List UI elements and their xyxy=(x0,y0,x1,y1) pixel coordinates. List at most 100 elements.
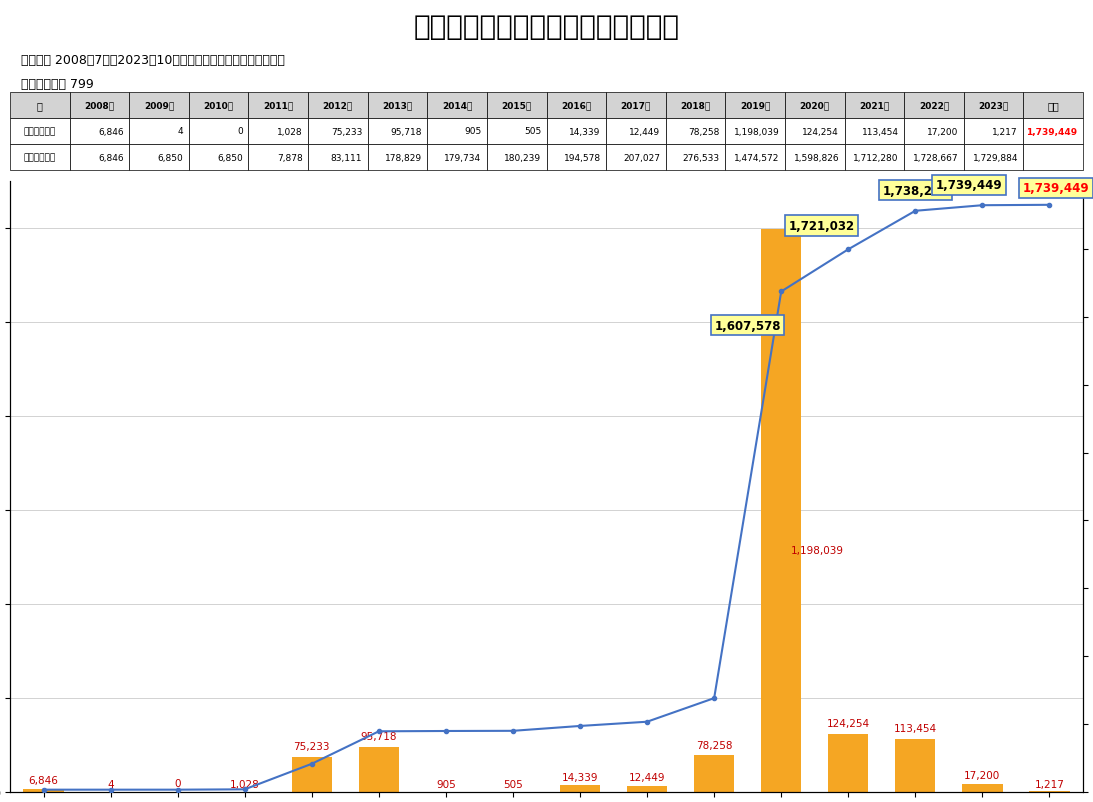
Text: 1,474,572: 1,474,572 xyxy=(734,153,779,162)
FancyBboxPatch shape xyxy=(248,145,308,171)
Text: 2022年: 2022年 xyxy=(919,101,949,111)
Text: 12,449: 12,449 xyxy=(628,772,666,783)
FancyBboxPatch shape xyxy=(248,93,308,119)
Text: 1,607,578: 1,607,578 xyxy=(715,319,780,333)
Text: 1,217: 1,217 xyxy=(1035,779,1065,788)
Bar xyxy=(627,786,667,792)
Text: 0: 0 xyxy=(237,128,243,136)
FancyBboxPatch shape xyxy=(1023,119,1083,145)
Text: 1,598,826: 1,598,826 xyxy=(794,153,839,162)
Text: 対象大学数： 799: 対象大学数： 799 xyxy=(21,78,94,91)
Text: 17,200: 17,200 xyxy=(927,128,959,136)
FancyBboxPatch shape xyxy=(546,93,607,119)
Text: 合計: 合計 xyxy=(1047,101,1059,111)
Text: 2017年: 2017年 xyxy=(621,101,651,111)
Text: 2023年: 2023年 xyxy=(978,101,1009,111)
Text: 17,200: 17,200 xyxy=(964,770,1000,780)
Text: 14,339: 14,339 xyxy=(569,128,601,136)
Text: 6,846: 6,846 xyxy=(98,128,124,136)
FancyBboxPatch shape xyxy=(70,93,129,119)
Text: 83,111: 83,111 xyxy=(331,153,362,162)
FancyBboxPatch shape xyxy=(607,145,666,171)
FancyBboxPatch shape xyxy=(486,145,546,171)
Bar xyxy=(292,757,332,792)
Bar xyxy=(828,734,869,792)
FancyBboxPatch shape xyxy=(845,119,904,145)
Text: 505: 505 xyxy=(524,128,541,136)
Text: 1,217: 1,217 xyxy=(992,128,1018,136)
FancyBboxPatch shape xyxy=(70,119,129,145)
Text: 113,454: 113,454 xyxy=(861,128,898,136)
FancyBboxPatch shape xyxy=(486,93,546,119)
Text: 178,829: 178,829 xyxy=(385,153,422,162)
Bar xyxy=(694,755,734,792)
Text: 2011年: 2011年 xyxy=(263,101,293,111)
FancyBboxPatch shape xyxy=(964,93,1023,119)
Text: 2020年: 2020年 xyxy=(800,101,830,111)
FancyBboxPatch shape xyxy=(845,145,904,171)
FancyBboxPatch shape xyxy=(964,119,1023,145)
Text: 1,739,449: 1,739,449 xyxy=(936,179,1002,192)
FancyBboxPatch shape xyxy=(10,119,70,145)
FancyBboxPatch shape xyxy=(785,119,845,145)
Bar xyxy=(761,229,801,792)
FancyBboxPatch shape xyxy=(666,145,726,171)
FancyBboxPatch shape xyxy=(10,145,70,171)
Text: 単年漏洩件数: 単年漏洩件数 xyxy=(24,128,56,136)
Text: 95,718: 95,718 xyxy=(390,128,422,136)
FancyBboxPatch shape xyxy=(904,119,964,145)
Text: 905: 905 xyxy=(436,779,456,789)
FancyBboxPatch shape xyxy=(726,93,785,119)
FancyBboxPatch shape xyxy=(726,145,785,171)
Text: 1,729,884: 1,729,884 xyxy=(973,153,1018,162)
Text: 124,254: 124,254 xyxy=(802,128,839,136)
FancyBboxPatch shape xyxy=(964,145,1023,171)
Text: 年: 年 xyxy=(37,101,43,111)
Text: 505: 505 xyxy=(503,779,522,789)
FancyBboxPatch shape xyxy=(785,93,845,119)
FancyBboxPatch shape xyxy=(248,119,308,145)
Text: 180,239: 180,239 xyxy=(504,153,541,162)
Text: 2010年: 2010年 xyxy=(203,101,234,111)
Text: 2012年: 2012年 xyxy=(322,101,353,111)
FancyBboxPatch shape xyxy=(427,119,486,145)
FancyBboxPatch shape xyxy=(1023,145,1083,171)
Text: 1,739,449: 1,739,449 xyxy=(1026,128,1078,136)
FancyBboxPatch shape xyxy=(666,119,726,145)
FancyBboxPatch shape xyxy=(607,119,666,145)
Bar xyxy=(23,789,63,792)
Text: 78,258: 78,258 xyxy=(689,128,720,136)
Text: 集計年： 2008年7月～2023年10月（株式会社ソースポット調べ）: 集計年： 2008年7月～2023年10月（株式会社ソースポット調べ） xyxy=(21,54,284,67)
Text: 12,449: 12,449 xyxy=(630,128,660,136)
Bar xyxy=(962,784,1002,792)
FancyBboxPatch shape xyxy=(129,93,189,119)
Text: 2015年: 2015年 xyxy=(502,101,532,111)
Text: 6,846: 6,846 xyxy=(98,153,124,162)
Bar xyxy=(895,739,936,792)
Text: 1,198,039: 1,198,039 xyxy=(791,545,844,555)
Text: 1,028: 1,028 xyxy=(277,128,303,136)
Text: 6,850: 6,850 xyxy=(218,153,243,162)
Text: 大学アカウント漏洩件数　年次集計: 大学アカウント漏洩件数 年次集計 xyxy=(413,14,680,42)
FancyBboxPatch shape xyxy=(189,145,248,171)
Text: 179,734: 179,734 xyxy=(445,153,482,162)
FancyBboxPatch shape xyxy=(70,145,129,171)
Text: 2016年: 2016年 xyxy=(561,101,591,111)
Text: 194,578: 194,578 xyxy=(564,153,601,162)
Text: 2018年: 2018年 xyxy=(681,101,710,111)
Text: 1,739,449: 1,739,449 xyxy=(1023,182,1090,195)
FancyBboxPatch shape xyxy=(904,145,964,171)
Text: 2013年: 2013年 xyxy=(383,101,412,111)
FancyBboxPatch shape xyxy=(666,93,726,119)
FancyBboxPatch shape xyxy=(546,145,607,171)
FancyBboxPatch shape xyxy=(10,93,70,119)
Text: 4: 4 xyxy=(178,128,184,136)
FancyBboxPatch shape xyxy=(308,145,367,171)
FancyBboxPatch shape xyxy=(129,119,189,145)
Text: 2014年: 2014年 xyxy=(442,101,472,111)
Text: 4: 4 xyxy=(107,780,114,789)
Text: 1,721,032: 1,721,032 xyxy=(788,220,855,233)
Text: 14,339: 14,339 xyxy=(562,772,598,781)
Text: 78,258: 78,258 xyxy=(696,739,732,750)
FancyBboxPatch shape xyxy=(785,145,845,171)
